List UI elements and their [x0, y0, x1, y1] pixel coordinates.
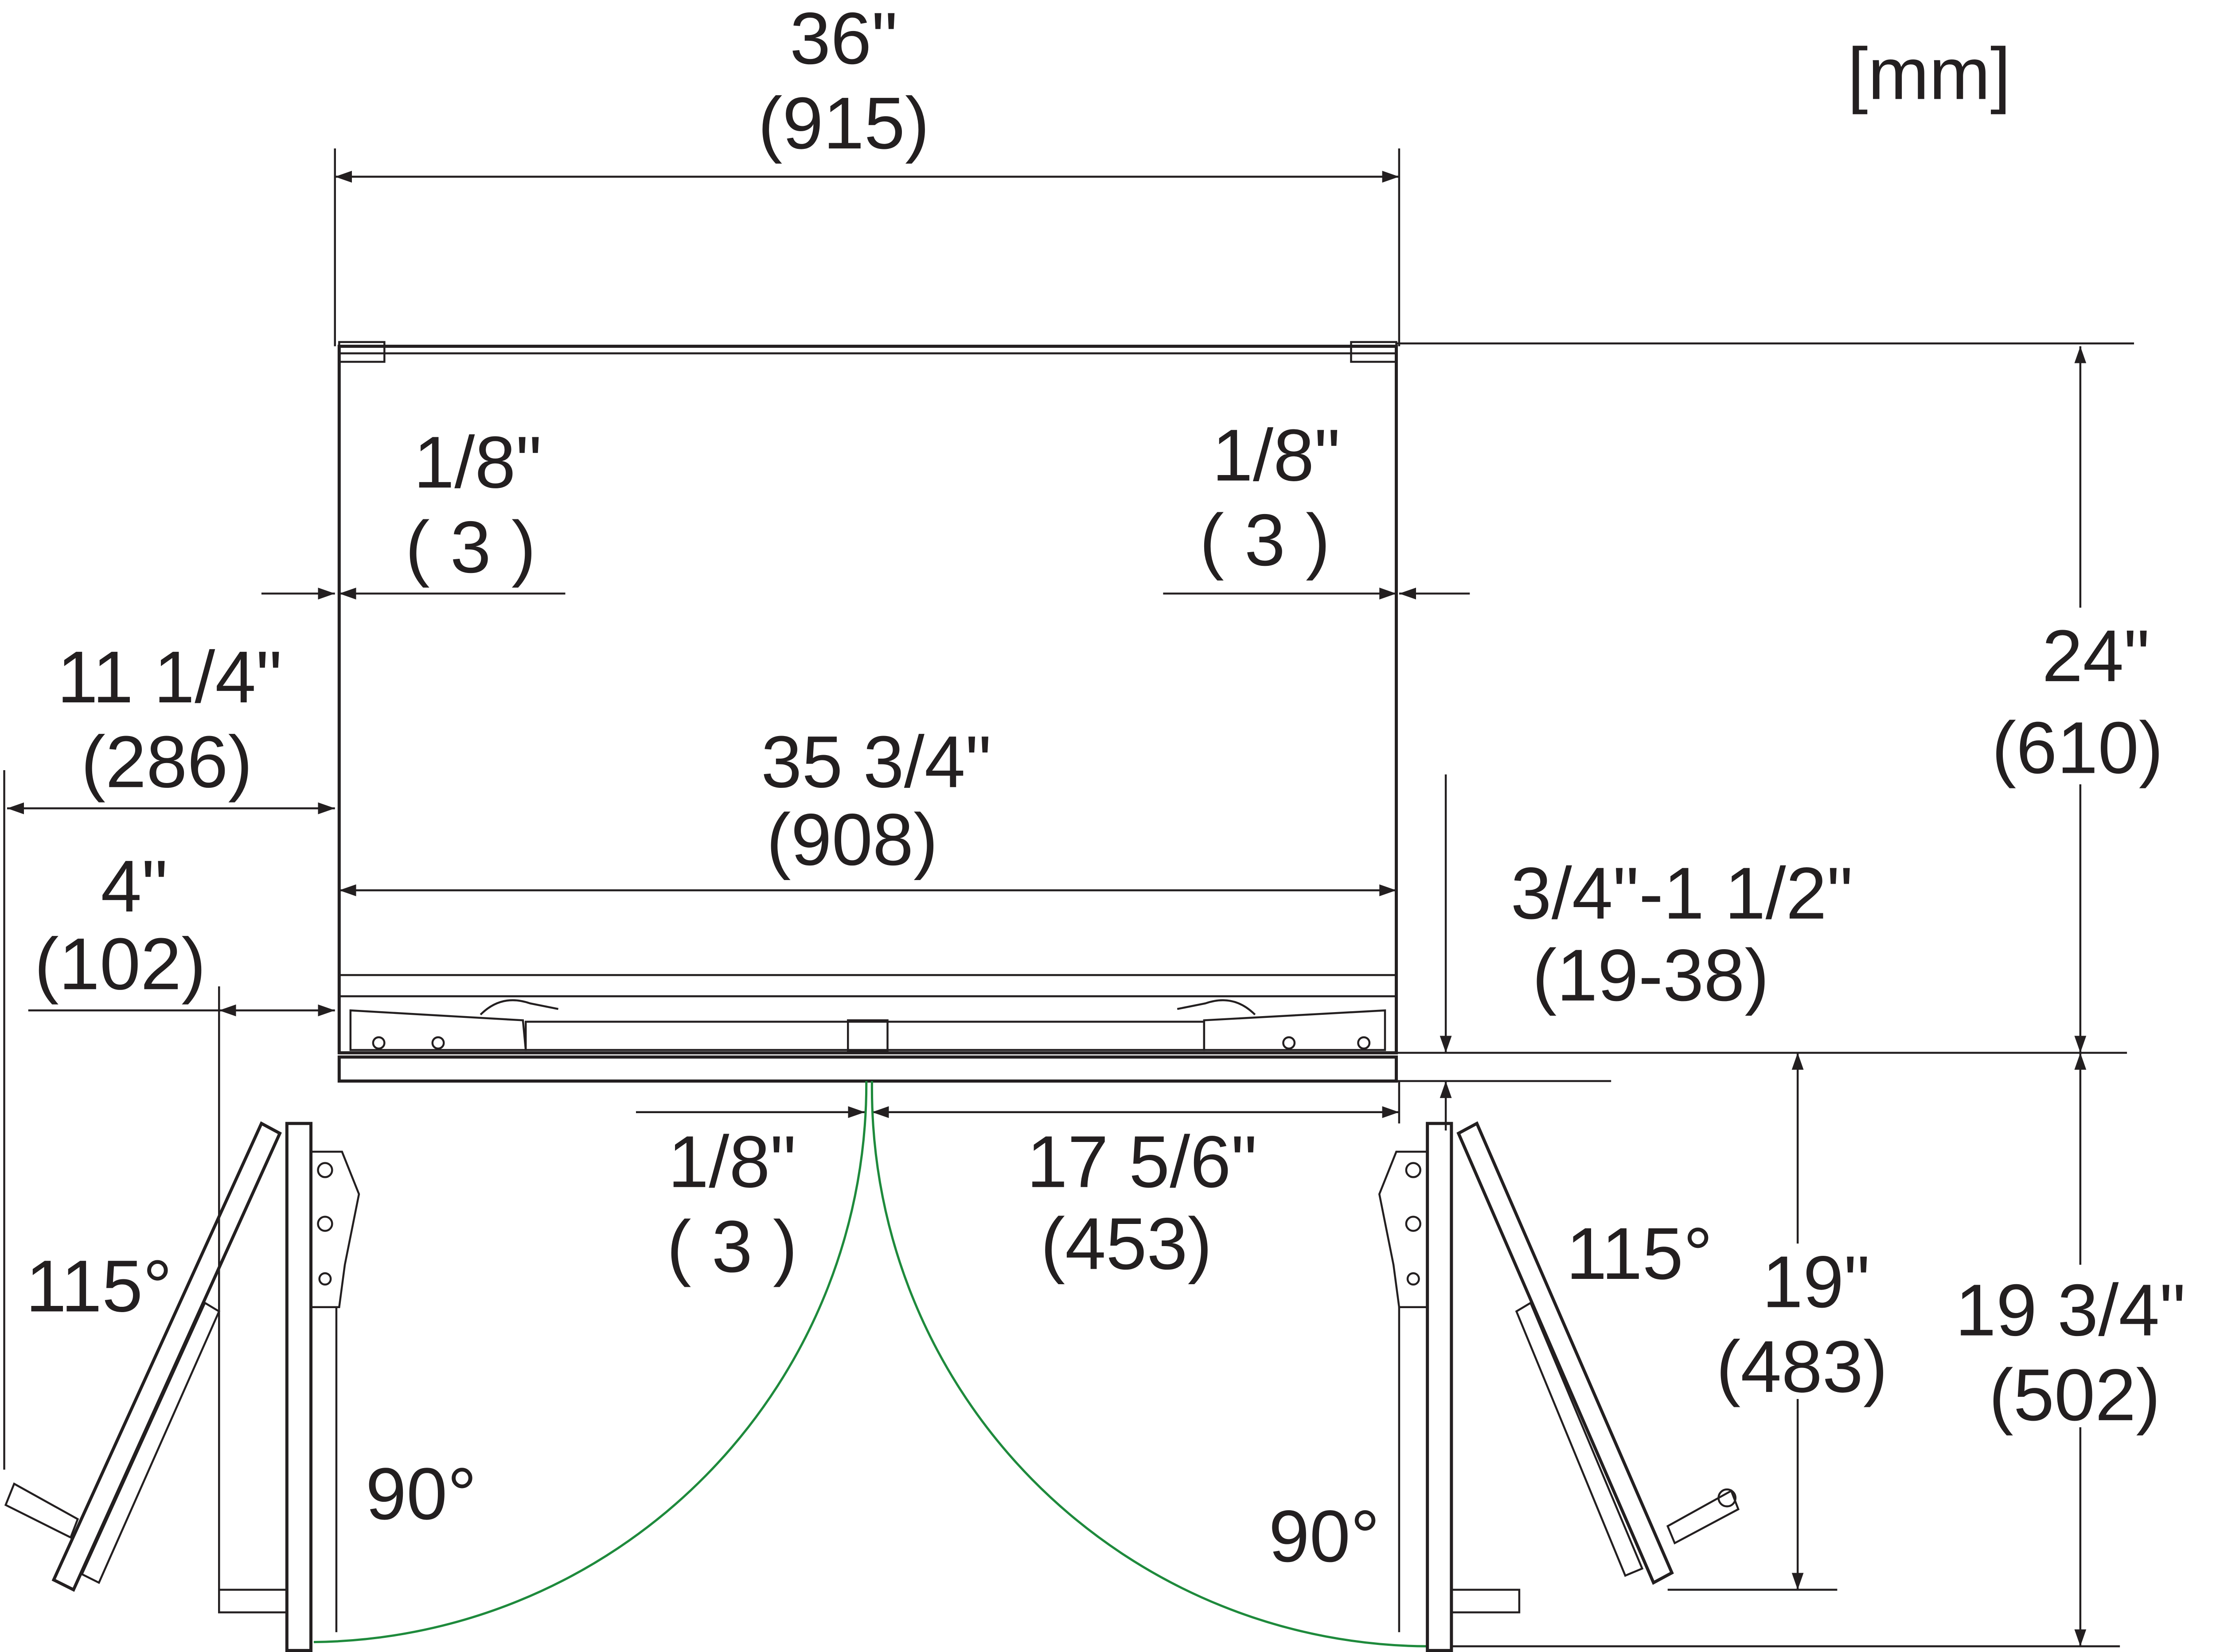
right-door-115: 115°: [1456, 1121, 1740, 1585]
units-label: [mm]: [1847, 33, 2010, 115]
gap-right-mm: ( 3 ): [1200, 499, 1330, 581]
hinge-offset-in: 4": [101, 845, 168, 927]
depth-dimension: 24" (610): [1992, 346, 2163, 1053]
inner-width-mm: (908): [766, 799, 938, 881]
right-115-angle: 115°: [1566, 1213, 1713, 1295]
swing-115-in: 19 3/4": [1955, 1270, 2186, 1352]
side-clearance-in: 11 1/4": [57, 636, 282, 718]
right-door-90: 90°: [1269, 1122, 1521, 1652]
gap-left-in: 1/8": [414, 421, 542, 503]
door-thickness-in: 3/4"-1 1/2": [1511, 853, 1853, 935]
hinge-offset-dimension: 4" (102): [28, 845, 335, 1611]
hinge-offset-mm: (102): [35, 923, 206, 1005]
swing-90-mm: (483): [1716, 1326, 1888, 1408]
right-90-angle: 90°: [1269, 1496, 1380, 1578]
swing-90-in: 19": [1762, 1241, 1870, 1323]
gap-left-dimension: 1/8" ( 3 ): [261, 421, 566, 600]
cabinet-outline: [337, 341, 2134, 1055]
left-door-swing-arc: [313, 1081, 868, 1644]
door-width-mm: (453): [1041, 1203, 1212, 1285]
center-gap-in: 1/8": [668, 1121, 796, 1203]
overall-width-mm: (915): [758, 82, 929, 164]
depth-mm: (610): [1992, 707, 2163, 789]
door-thickness-mm: (19-38): [1532, 935, 1769, 1017]
depth-in: 24": [2042, 615, 2150, 697]
gap-right-in: 1/8": [1212, 414, 1340, 496]
left-door-115: 115°: [4, 1121, 282, 1592]
door-width-in: 17 5/6": [1027, 1121, 1257, 1203]
overall-width-dimension: 36" (915): [334, 0, 1401, 347]
inner-width-dimension: 35 3/4" (908): [339, 721, 1397, 896]
left-115-angle: 115°: [26, 1245, 172, 1327]
door-width-dimension: 1/8" ( 3 ) 17 5/6" (453): [636, 1081, 1401, 1288]
left-90-angle: 90°: [366, 1453, 477, 1535]
side-clearance-dimension: 11 1/4" (286): [3, 636, 335, 1470]
door-thickness-dimension: 3/4"-1 1/2" (19-38): [1440, 774, 1853, 1131]
swing-90-dimension: 19" (483): [1667, 1052, 1888, 1591]
right-door-swing-arc: [870, 1081, 1428, 1648]
side-clearance-mm: (286): [81, 721, 253, 803]
swing-115-dimension: 19 3/4" (502): [1451, 1052, 2191, 1648]
swing-115-mm: (502): [1989, 1354, 2161, 1436]
gap-left-mm: ( 3 ): [405, 507, 536, 588]
gap-right-dimension: 1/8" ( 3 ): [1163, 414, 1470, 600]
hinge-rail: [337, 999, 1611, 1083]
center-gap-mm: ( 3 ): [667, 1206, 797, 1288]
overall-width-in: 36": [790, 0, 897, 80]
left-door-90: 90°: [218, 1122, 477, 1652]
inner-width-in: 35 3/4": [761, 721, 991, 803]
